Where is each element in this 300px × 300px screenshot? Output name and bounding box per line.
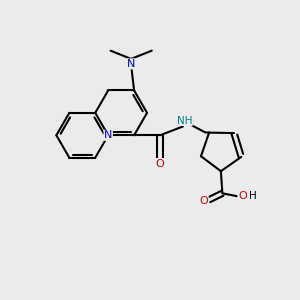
Text: H: H — [248, 191, 256, 201]
Text: N: N — [104, 130, 112, 140]
Text: NH: NH — [177, 116, 192, 126]
Text: N: N — [127, 59, 135, 69]
Text: O: O — [238, 191, 247, 201]
Text: O: O — [200, 196, 208, 206]
Text: O: O — [156, 158, 164, 169]
